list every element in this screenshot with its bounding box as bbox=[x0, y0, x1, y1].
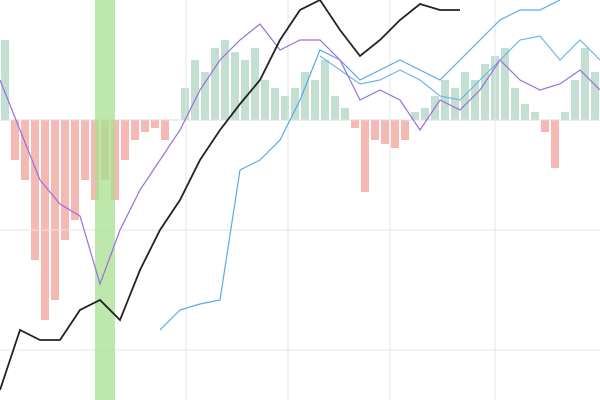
bar bbox=[561, 112, 569, 120]
bar bbox=[471, 80, 479, 120]
bar bbox=[201, 72, 209, 120]
bar bbox=[121, 120, 129, 160]
bar bbox=[331, 96, 339, 120]
bar bbox=[221, 40, 229, 120]
line-series bbox=[0, 23, 600, 286]
bar bbox=[551, 120, 559, 168]
bar bbox=[31, 120, 39, 260]
bar bbox=[391, 120, 399, 148]
bar bbox=[231, 52, 239, 120]
bar bbox=[21, 120, 29, 180]
bar bbox=[541, 120, 549, 132]
bar bbox=[41, 120, 49, 320]
bar bbox=[191, 60, 199, 120]
bar bbox=[1, 40, 9, 120]
bar bbox=[141, 120, 149, 132]
line-series bbox=[0, 0, 460, 391]
bar bbox=[451, 88, 459, 120]
bar bbox=[151, 120, 159, 128]
bar bbox=[211, 48, 219, 120]
bar bbox=[501, 48, 509, 120]
bar bbox=[131, 120, 139, 140]
bar bbox=[461, 72, 469, 120]
bar bbox=[341, 108, 349, 120]
bar bbox=[421, 108, 429, 120]
bar bbox=[81, 120, 89, 180]
bar bbox=[591, 72, 599, 120]
bar bbox=[411, 112, 419, 120]
bar bbox=[51, 120, 59, 300]
bar bbox=[481, 64, 489, 120]
bar bbox=[361, 120, 369, 192]
bar bbox=[251, 48, 259, 120]
bar bbox=[181, 88, 189, 120]
bar bbox=[291, 88, 299, 120]
line-series bbox=[319, 35, 600, 101]
bar bbox=[301, 72, 309, 120]
bar bbox=[311, 80, 319, 120]
bar bbox=[511, 88, 519, 120]
bar bbox=[441, 80, 449, 120]
bar bbox=[381, 120, 389, 144]
bar bbox=[401, 120, 409, 140]
bar bbox=[261, 80, 269, 120]
bar bbox=[371, 120, 379, 140]
bar bbox=[531, 112, 539, 120]
bar bbox=[241, 60, 249, 120]
bar bbox=[161, 120, 169, 140]
bar bbox=[281, 96, 289, 120]
bar bbox=[11, 120, 19, 160]
bar bbox=[271, 88, 279, 120]
shaded-region bbox=[95, 0, 115, 400]
bar bbox=[521, 104, 529, 120]
bar bbox=[61, 120, 69, 240]
bar bbox=[351, 120, 359, 128]
bar bbox=[321, 60, 329, 120]
bar bbox=[581, 48, 589, 120]
bar bbox=[571, 80, 579, 120]
bar bbox=[71, 120, 79, 220]
line-series bbox=[159, 0, 561, 331]
